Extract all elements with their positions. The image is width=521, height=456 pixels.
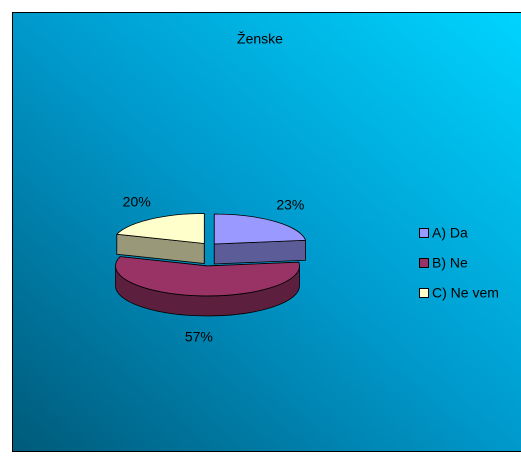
legend-label: B) Ne (432, 255, 468, 271)
data-label: 20% (123, 193, 151, 209)
legend-swatch (419, 288, 429, 298)
legend-swatch (419, 258, 429, 268)
legend: A) Da B) Ne C) Ne vem (419, 225, 499, 301)
pie-slice (213, 213, 307, 245)
legend-label: C) Ne vem (432, 285, 499, 301)
pie-slice (115, 213, 205, 244)
legend-label: A) Da (432, 225, 468, 241)
legend-swatch (419, 228, 429, 238)
data-label: 57% (185, 329, 213, 345)
pie-slice (115, 256, 300, 297)
pie: 23% 20% 57% (115, 193, 307, 345)
chart-title: Ženske (237, 31, 283, 47)
data-label: 23% (276, 196, 304, 212)
